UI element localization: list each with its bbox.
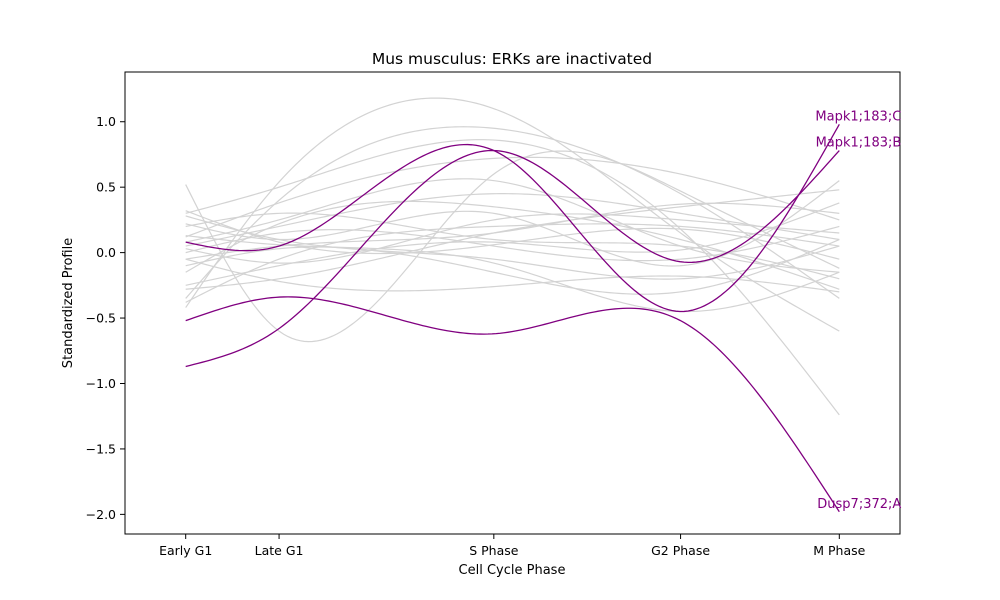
x-tick-label: Early G1 bbox=[159, 543, 212, 558]
plot-frame bbox=[124, 71, 901, 535]
background-series-line bbox=[185, 235, 840, 313]
highlighted-series-group bbox=[185, 124, 840, 513]
x-tick-label: G2 Phase bbox=[651, 543, 710, 558]
background-series-line bbox=[185, 213, 840, 264]
x-tick-label: Late G1 bbox=[255, 543, 304, 558]
y-tick-label: −0.5 bbox=[86, 311, 116, 326]
x-tick-label: M Phase bbox=[813, 543, 865, 558]
y-axis-title: Standardized Profile bbox=[61, 238, 76, 368]
highlight-series-label: Dusp7;372;A bbox=[817, 497, 901, 512]
highlighted-series-line bbox=[185, 124, 840, 313]
highlight-series-label: Mapk1;183;B bbox=[816, 136, 902, 151]
background-series-line bbox=[185, 189, 840, 290]
y-tick-label: 0.5 bbox=[96, 180, 116, 195]
background-series-line bbox=[185, 225, 840, 262]
highlighted-series-line bbox=[185, 149, 840, 368]
y-tick-label: −2.0 bbox=[86, 507, 116, 522]
chart-title: Mus musculus: ERKs are inactivated bbox=[372, 50, 652, 68]
background-series-line bbox=[185, 202, 840, 260]
background-series-line bbox=[185, 258, 840, 293]
y-tick-label: −1.0 bbox=[86, 376, 116, 391]
background-series-line bbox=[185, 139, 840, 416]
background-series-line bbox=[185, 156, 840, 238]
highlight-series-label: Mapk1;183;C bbox=[815, 109, 901, 124]
background-series-line bbox=[185, 193, 840, 247]
x-tick-label: S Phase bbox=[469, 543, 519, 558]
background-series-line bbox=[185, 215, 840, 280]
background-series-line bbox=[185, 178, 840, 273]
x-axis-title: Cell Cycle Phase bbox=[459, 563, 566, 578]
y-tick-label: 0.0 bbox=[96, 245, 116, 260]
y-axis-ticks: 1.0 0.5 0.0 −0.5 −1.0 −1.5 −2.0 bbox=[86, 114, 125, 522]
background-series-line bbox=[185, 97, 840, 332]
y-tick-label: 1.0 bbox=[96, 114, 116, 129]
y-tick-label: −1.5 bbox=[86, 441, 116, 456]
background-series-line bbox=[185, 223, 840, 303]
highlight-labels: Mapk1;183;C Mapk1;183;B Dusp7;372;A bbox=[815, 109, 901, 511]
x-axis-ticks: Early G1 Late G1 S Phase G2 Phase M Phase bbox=[159, 534, 866, 558]
background-series-line bbox=[185, 238, 840, 295]
highlighted-series-line bbox=[185, 296, 840, 513]
background-series-group bbox=[185, 97, 840, 416]
background-series-line bbox=[185, 212, 840, 280]
